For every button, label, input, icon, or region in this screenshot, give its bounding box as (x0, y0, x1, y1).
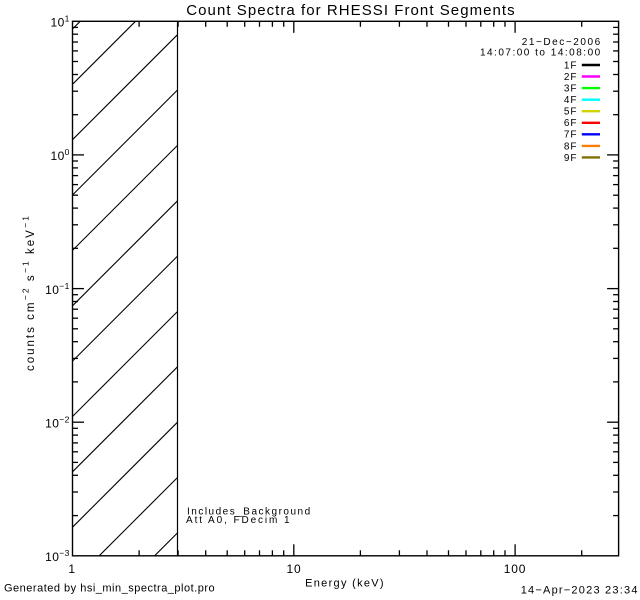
svg-text:101: 101 (51, 14, 70, 30)
svg-text:6F: 6F (564, 118, 578, 129)
svg-text:Energy (keV): Energy (keV) (305, 578, 385, 590)
svg-text:2F: 2F (564, 72, 578, 83)
svg-text:1: 1 (68, 562, 75, 576)
svg-text:21−Dec−2006: 21−Dec−2006 (522, 37, 602, 48)
svg-text:counts cm−2 s−1 keV−1: counts cm−2 s−1 keV−1 (21, 214, 38, 371)
svg-text:Count Spectra for RHESSI Front: Count Spectra for RHESSI Front Segments (186, 2, 515, 19)
svg-text:10−2: 10−2 (45, 415, 70, 431)
svg-text:5F: 5F (564, 107, 578, 118)
svg-text:Includes_Background: Includes_Background (187, 506, 312, 517)
svg-text:Generated by hsi_min_spectra_p: Generated by hsi_min_spectra_plot.pro (4, 583, 215, 595)
svg-text:9F: 9F (564, 153, 578, 164)
svg-text:8F: 8F (564, 141, 578, 152)
svg-text:10: 10 (287, 562, 302, 576)
svg-text:100: 100 (51, 147, 70, 163)
svg-text:4F: 4F (564, 95, 578, 106)
svg-text:1F: 1F (564, 60, 578, 71)
svg-text:Att A0, FDecim 1: Att A0, FDecim 1 (186, 515, 291, 526)
svg-text:100: 100 (504, 562, 526, 576)
svg-text:14−Apr−2023 23:34: 14−Apr−2023 23:34 (521, 584, 639, 596)
svg-text:14:07:00 to 14:08:00: 14:07:00 to 14:08:00 (480, 47, 602, 58)
svg-text:7F: 7F (564, 130, 578, 141)
svg-text:10−3: 10−3 (45, 548, 70, 564)
svg-text:3F: 3F (564, 84, 578, 95)
svg-text:10−1: 10−1 (45, 281, 70, 297)
